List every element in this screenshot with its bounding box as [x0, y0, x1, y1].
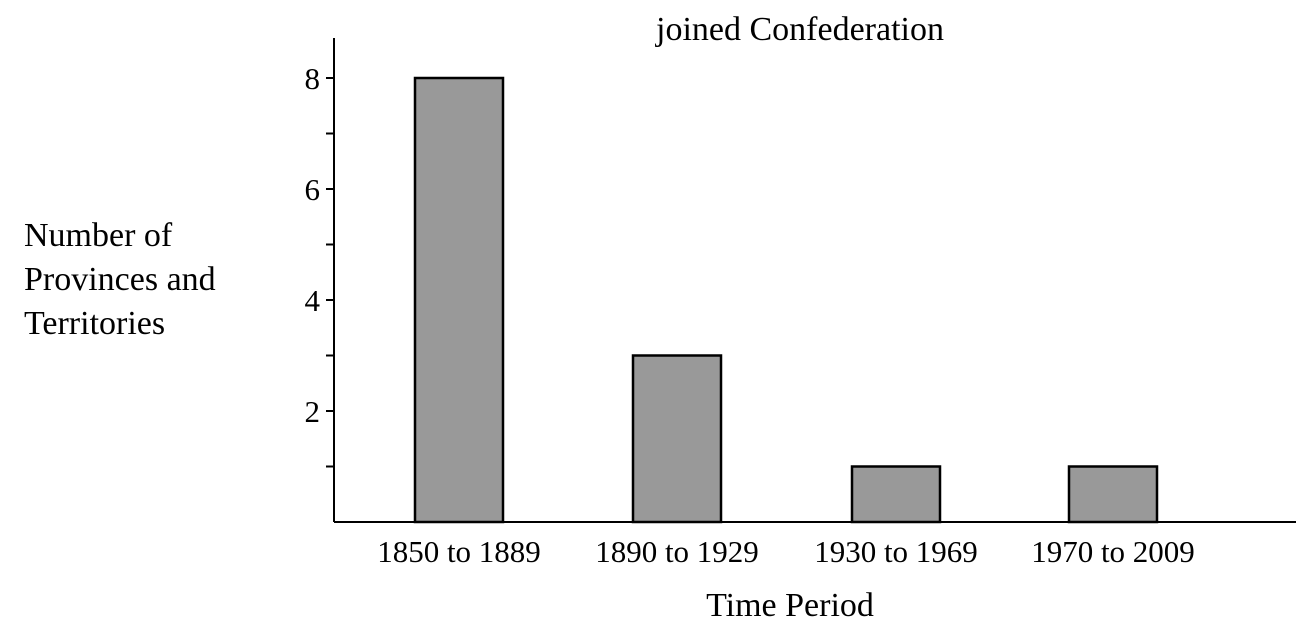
x-axis-label: Time Period	[706, 587, 874, 624]
y-tick-label-6: 6	[305, 172, 321, 207]
bar-4	[1067, 465, 1159, 524]
bar-3	[850, 465, 942, 524]
y-tick-label-4: 4	[305, 283, 321, 318]
chart-title: joined Confederation	[656, 11, 944, 48]
x-tick-label-3: 1930 to 1969	[814, 534, 978, 569]
y-tick-label-2: 2	[305, 394, 321, 429]
y-axis-label: Number of Provinces and Territories	[24, 217, 216, 342]
y-tick-label-8: 8	[305, 61, 321, 96]
x-tick-label-2: 1890 to 1929	[595, 534, 759, 569]
bar-2	[631, 354, 723, 524]
bar-1	[413, 76, 505, 524]
x-tick-label-1: 1850 to 1889	[377, 534, 541, 569]
x-tick-label-4: 1970 to 2009	[1031, 534, 1195, 569]
